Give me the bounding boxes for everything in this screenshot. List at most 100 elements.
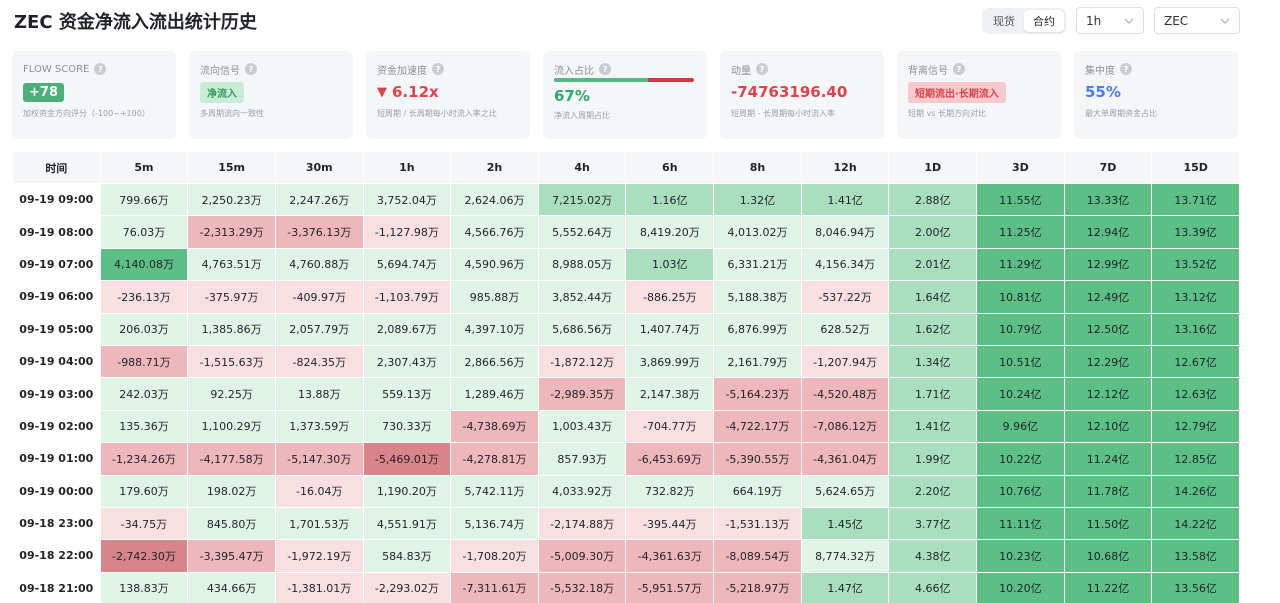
flow-cell: 1.41亿 (801, 184, 889, 216)
table-row: 09-19 08:00 76.03万 -2,313.29万 -3,376.13万 -1,… (13, 216, 1239, 248)
flow-cell: 1.62亿 (889, 313, 977, 345)
flow-cell: 799.66万 (100, 184, 188, 216)
column-header: 30m (275, 152, 363, 183)
table-row: 09-19 05:00 206.03万 1,385.86万 2,057.79万 2,08… (13, 313, 1239, 345)
flow-cell: 845.80万 (188, 507, 275, 540)
tab-spot[interactable]: 现货 (993, 15, 1015, 28)
flow-cell: -5,532.18万 (538, 572, 626, 603)
metrics-panel: FLOW SCORE? +78 加权资金方向评分（-100~+100） 流向信号… (12, 51, 1240, 139)
flow-cell: 2.20亿 (889, 475, 977, 507)
flow-cell: 13.16亿 (1152, 313, 1239, 345)
column-header: 3D (977, 152, 1064, 183)
flow-cell: 12.50亿 (1064, 313, 1152, 345)
flow-cell: -5,951.57万 (626, 572, 714, 603)
flow-cell: 4,760.88万 (275, 248, 363, 281)
flow-cell: 12.10亿 (1064, 410, 1152, 443)
table-row: 09-19 09:00 799.66万 2,250.23万 2,247.26万 3,75… (13, 184, 1239, 216)
flow-cell: 2,250.23万 (188, 184, 275, 216)
flow-cell: 1.45亿 (801, 507, 889, 540)
flow-cell: 664.19万 (714, 475, 801, 507)
flow-cell: 12.99亿 (1064, 248, 1152, 281)
flow-cell: -1,103.79万 (363, 281, 451, 313)
flow-cell: -4,361.04万 (801, 443, 889, 475)
help-icon[interactable]: ? (756, 63, 768, 75)
flow-cell: -4,520.48万 (801, 378, 889, 410)
flow-cell: 14.22亿 (1152, 507, 1239, 540)
row-time: 09-19 06:00 (13, 281, 100, 313)
help-icon[interactable]: ? (432, 63, 444, 75)
table-body: 09-19 09:00 799.66万 2,250.23万 2,247.26万 3,75… (13, 184, 1239, 603)
flow-cell: 6,331.21万 (714, 248, 801, 281)
flow-cell: 5,686.56万 (538, 313, 626, 345)
metric-sub: 净流入周期占比 (554, 111, 610, 120)
flow-cell: 11.55亿 (977, 184, 1064, 216)
column-header: 6h (626, 152, 714, 183)
flow-cell: -8,089.54万 (714, 540, 801, 572)
coin-select[interactable]: ZEC (1154, 7, 1240, 34)
flow-cell: 1,385.86万 (188, 313, 275, 345)
table-row: 09-18 22:00 -2,742.30万 -3,395.47万 -1,972.19… (13, 540, 1239, 572)
help-icon[interactable]: ? (1120, 63, 1132, 75)
help-icon[interactable]: ? (245, 63, 257, 75)
column-header-time: 时间 (13, 152, 100, 183)
flow-cell: 12.49亿 (1064, 281, 1152, 313)
flow-cell: 4.66亿 (889, 572, 977, 603)
flow-cell: 14.26亿 (1152, 475, 1239, 507)
chevron-down-icon (1124, 18, 1134, 24)
flow-cell: 4,566.76万 (451, 216, 538, 248)
flow-cell: 5,188.38万 (714, 281, 801, 313)
flow-cell: 5,136.74万 (451, 507, 538, 540)
metric-label: 流入占比 (554, 65, 594, 77)
table-row: 09-19 04:00 -988.71万 -1,515.63万 -824.35万 2,3… (13, 345, 1239, 378)
flow-cell: 732.82万 (626, 475, 714, 507)
flow-cell: -409.97万 (275, 281, 363, 313)
flow-cell: 138.83万 (100, 572, 188, 603)
flow-cell: 1.16亿 (626, 184, 714, 216)
flow-cell: -34.75万 (100, 507, 188, 540)
flow-cell: -2,742.30万 (100, 540, 188, 572)
flow-cell: 13.56亿 (1152, 572, 1239, 603)
flow-cell: -1,972.19万 (275, 540, 363, 572)
flow-cell: 4,033.92万 (538, 475, 626, 507)
help-icon[interactable]: ? (953, 63, 965, 75)
metric-flow-score: FLOW SCORE? +78 加权资金方向评分（-100~+100） (12, 51, 176, 139)
flow-cell: 3,869.99万 (626, 345, 714, 378)
flow-cell: -1,127.98万 (363, 216, 451, 248)
inflow-ratio-fill (554, 78, 648, 82)
flow-cell: 4.38亿 (889, 540, 977, 572)
flow-cell: 8,774.32万 (801, 540, 889, 572)
flow-cell: -5,218.97万 (714, 572, 801, 603)
flow-cell: 10.51亿 (977, 345, 1064, 378)
flow-cell: -704.77万 (626, 410, 714, 443)
flow-cell: 4,397.10万 (451, 313, 538, 345)
flow-cell: 12.12亿 (1064, 378, 1152, 410)
metric-label: 集中度 (1085, 65, 1115, 77)
column-header: 8h (714, 152, 801, 183)
tab-futures[interactable]: 合约 (1024, 10, 1064, 32)
flow-cell: 1.64亿 (889, 281, 977, 313)
help-icon[interactable]: ? (599, 63, 611, 75)
metric-sub: 加权资金方向评分（-100~+100） (23, 109, 150, 118)
flow-cell: -7,086.12万 (801, 410, 889, 443)
flow-cell: -395.44万 (626, 507, 714, 540)
metric-flow-signal: 流向信号? 净流入 多周期流向一致性 (189, 51, 353, 139)
metric-label: 流向信号 (200, 65, 240, 77)
flow-cell: -4,177.58万 (188, 443, 275, 475)
column-header: 7D (1064, 152, 1152, 183)
flow-cell: 985.88万 (451, 281, 538, 313)
column-header: 1D (889, 152, 977, 183)
flow-cell: 559.13万 (363, 378, 451, 410)
interval-select[interactable]: 1h (1076, 7, 1144, 34)
row-time: 09-19 07:00 (13, 248, 100, 281)
flow-cell: -2,174.88万 (538, 507, 626, 540)
table-row: 09-19 07:00 4,140.08万 4,763.51万 4,760.88万 5,… (13, 248, 1239, 281)
flow-cell: 7,215.02万 (538, 184, 626, 216)
flow-cell: 10.24亿 (977, 378, 1064, 410)
column-header: 15m (188, 152, 275, 183)
flow-cell: 10.23亿 (977, 540, 1064, 572)
flow-cell: -1,207.94万 (801, 345, 889, 378)
help-icon[interactable]: ? (94, 63, 107, 75)
flow-cell: 2,161.79万 (714, 345, 801, 378)
flow-cell: 13.39亿 (1152, 216, 1239, 248)
flow-cell: 76.03万 (100, 216, 188, 248)
